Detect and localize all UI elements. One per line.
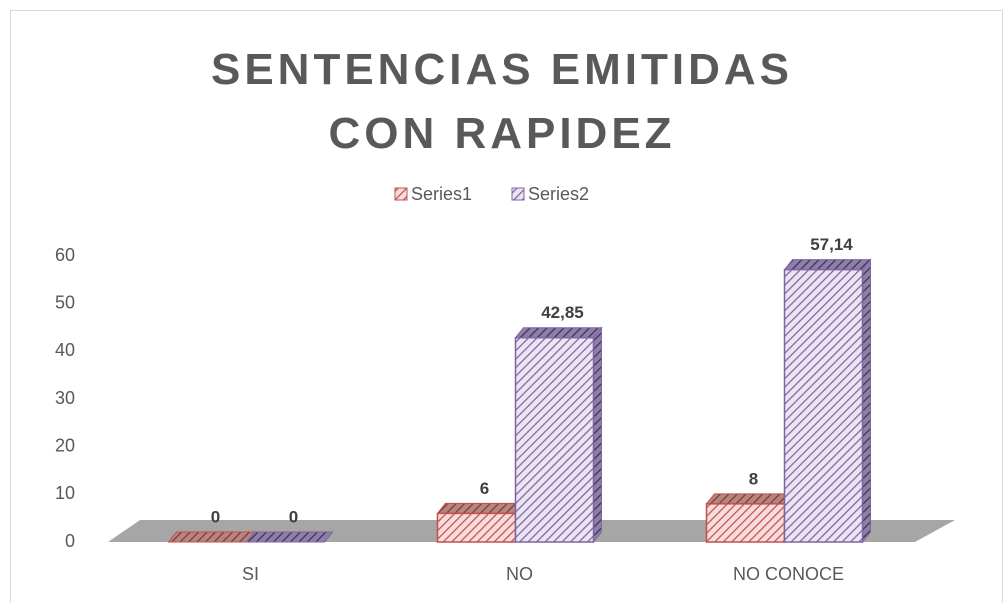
data-label: 8: [749, 469, 758, 488]
x-tick-label: NO CONOCE: [733, 564, 844, 584]
bar-3d: [514, 326, 603, 544]
data-label: 57,14: [810, 235, 853, 254]
bar-top: [705, 493, 794, 505]
chart-border: [10, 10, 1003, 603]
data-label: 6: [480, 479, 489, 498]
bar-3d: [167, 531, 256, 543]
data-label: 0: [289, 507, 298, 526]
y-tick-label: 30: [55, 388, 75, 408]
legend-label: Series2: [528, 184, 589, 204]
data-label: 0: [211, 507, 220, 526]
bar: [436, 512, 517, 543]
bar: [705, 503, 786, 543]
y-tick-label: 0: [65, 531, 75, 551]
legend-swatch: [394, 187, 408, 201]
y-tick-label: 40: [55, 340, 75, 360]
x-tick-label: NO: [506, 564, 533, 584]
legend-swatch: [511, 187, 525, 201]
bar-top: [245, 531, 334, 543]
chart-title: SENTENCIAS EMITIDAS CON RAPIDEZ: [210, 45, 794, 158]
y-tick-label: 60: [55, 245, 75, 265]
y-tick-label: 10: [55, 483, 75, 503]
bar-top: [783, 259, 872, 271]
bar-3d: [436, 501, 525, 544]
legend-label: Series1: [411, 184, 472, 204]
bar-3d: [705, 492, 794, 544]
bar-top: [514, 327, 603, 339]
bar-top: [167, 531, 256, 543]
bar: [783, 268, 864, 543]
y-tick-label: 20: [55, 435, 75, 455]
data-label: 42,85: [541, 303, 584, 322]
bar-side: [593, 326, 602, 544]
x-tick-label: SI: [242, 564, 259, 584]
bar: [514, 336, 595, 543]
y-tick-label: 50: [55, 292, 75, 312]
bar-top: [436, 502, 525, 514]
bar-side: [862, 258, 871, 544]
bar-3d: [783, 258, 872, 544]
bar-3d: [245, 531, 334, 543]
